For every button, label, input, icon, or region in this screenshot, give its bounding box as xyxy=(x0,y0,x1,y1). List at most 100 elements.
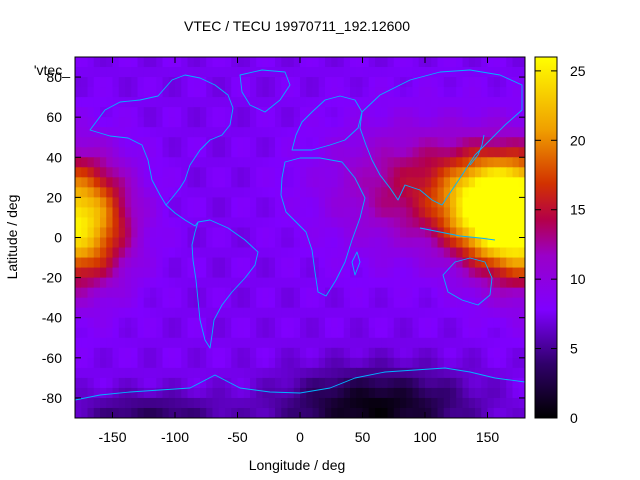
heatmap-cell xyxy=(381,397,389,409)
heatmap-cell xyxy=(418,327,426,339)
heatmap-cell xyxy=(87,337,95,349)
heatmap-cell xyxy=(256,127,264,138)
heatmap-cell xyxy=(325,307,332,319)
heatmap-cell xyxy=(212,67,220,78)
heatmap-cell xyxy=(200,227,207,239)
heatmap-cell xyxy=(481,87,489,98)
heatmap-cell xyxy=(118,67,126,78)
heatmap-cell xyxy=(412,147,420,158)
heatmap-cell xyxy=(325,337,332,349)
heatmap-cell xyxy=(100,327,107,339)
heatmap-cell xyxy=(262,317,270,329)
heatmap-cell xyxy=(437,77,445,88)
heatmap-cell xyxy=(187,77,195,88)
heatmap-cell xyxy=(187,327,195,339)
heatmap-cell xyxy=(462,167,470,178)
heatmap-cell xyxy=(412,397,420,409)
heatmap-cell xyxy=(112,67,120,78)
heatmap-cell xyxy=(175,157,182,168)
heatmap-cell xyxy=(187,367,195,379)
heatmap-cell xyxy=(75,277,82,289)
heatmap-cell xyxy=(518,117,525,128)
heatmap-cell xyxy=(337,177,345,188)
heatmap-cell xyxy=(131,177,139,188)
heatmap-cell xyxy=(237,177,245,188)
heatmap-cell xyxy=(118,337,126,349)
heatmap-cell xyxy=(450,257,457,269)
heatmap-cell xyxy=(337,127,345,138)
heatmap-cell xyxy=(337,147,345,158)
heatmap-cell xyxy=(362,197,370,209)
heatmap-cell xyxy=(200,107,207,118)
heatmap-cell xyxy=(406,277,414,289)
heatmap-cell xyxy=(262,107,270,118)
heatmap-cell xyxy=(237,337,245,349)
heatmap-cell xyxy=(287,137,295,148)
heatmap-cell xyxy=(200,137,207,148)
heatmap-cell xyxy=(243,377,251,389)
heatmap-cell xyxy=(300,377,307,389)
heatmap-cell xyxy=(81,317,89,329)
heatmap-cell xyxy=(350,337,357,349)
heatmap-cell xyxy=(181,197,189,209)
heatmap-cell xyxy=(262,127,270,138)
heatmap-cell xyxy=(425,347,432,359)
heatmap-cell xyxy=(487,147,495,158)
heatmap-cell xyxy=(237,237,245,249)
heatmap-cell xyxy=(456,307,464,319)
heatmap-cell xyxy=(287,67,295,78)
heatmap-cell xyxy=(331,327,339,339)
heatmap-cell xyxy=(256,377,264,389)
heatmap-cell xyxy=(150,257,157,269)
heatmap-cell xyxy=(368,297,376,309)
heatmap-cell xyxy=(193,267,201,279)
heatmap-cell xyxy=(412,77,420,88)
heatmap-cell xyxy=(175,87,182,98)
heatmap-cell xyxy=(275,257,282,269)
heatmap-cell xyxy=(125,407,132,418)
heatmap-cell xyxy=(156,57,164,68)
heatmap-cell xyxy=(106,187,114,198)
heatmap-cell xyxy=(93,217,101,229)
heatmap-cell xyxy=(243,337,251,349)
heatmap-cell xyxy=(237,87,245,98)
heatmap-cell xyxy=(437,167,445,178)
heatmap-cell xyxy=(518,347,525,359)
heatmap-cell xyxy=(75,137,82,148)
heatmap-cell xyxy=(481,317,489,329)
heatmap-cell xyxy=(150,307,157,319)
heatmap-cell xyxy=(425,117,432,128)
heatmap-cell xyxy=(93,367,101,379)
heatmap-cell xyxy=(493,207,501,219)
heatmap-cell xyxy=(312,397,320,409)
heatmap-cell xyxy=(168,107,176,118)
heatmap-cell xyxy=(368,187,376,198)
heatmap-cell xyxy=(150,297,157,309)
heatmap-cell xyxy=(506,97,514,108)
heatmap-cell xyxy=(193,167,201,178)
heatmap-cell xyxy=(225,67,232,78)
heatmap-cell xyxy=(500,157,507,168)
heatmap-cell xyxy=(481,387,489,399)
heatmap-cell xyxy=(237,327,245,339)
heatmap-cell xyxy=(381,367,389,379)
heatmap-cell xyxy=(106,137,114,148)
heatmap-cell xyxy=(162,77,170,88)
heatmap-cell xyxy=(156,317,164,329)
heatmap-cell xyxy=(243,77,251,88)
heatmap-cell xyxy=(356,377,364,389)
heatmap-cell xyxy=(212,297,220,309)
heatmap-cell xyxy=(456,167,464,178)
heatmap-cell xyxy=(331,237,339,249)
heatmap-cell xyxy=(275,97,282,108)
heatmap-cell xyxy=(431,277,439,289)
heatmap-cell xyxy=(275,177,282,188)
heatmap-cell xyxy=(375,327,382,339)
heatmap-cell xyxy=(275,117,282,128)
heatmap-cell xyxy=(487,357,495,369)
heatmap-cell xyxy=(250,137,257,148)
heatmap-cell xyxy=(243,397,251,409)
heatmap-cell xyxy=(156,347,164,359)
heatmap-cell xyxy=(306,97,314,108)
heatmap-cell xyxy=(400,127,407,138)
